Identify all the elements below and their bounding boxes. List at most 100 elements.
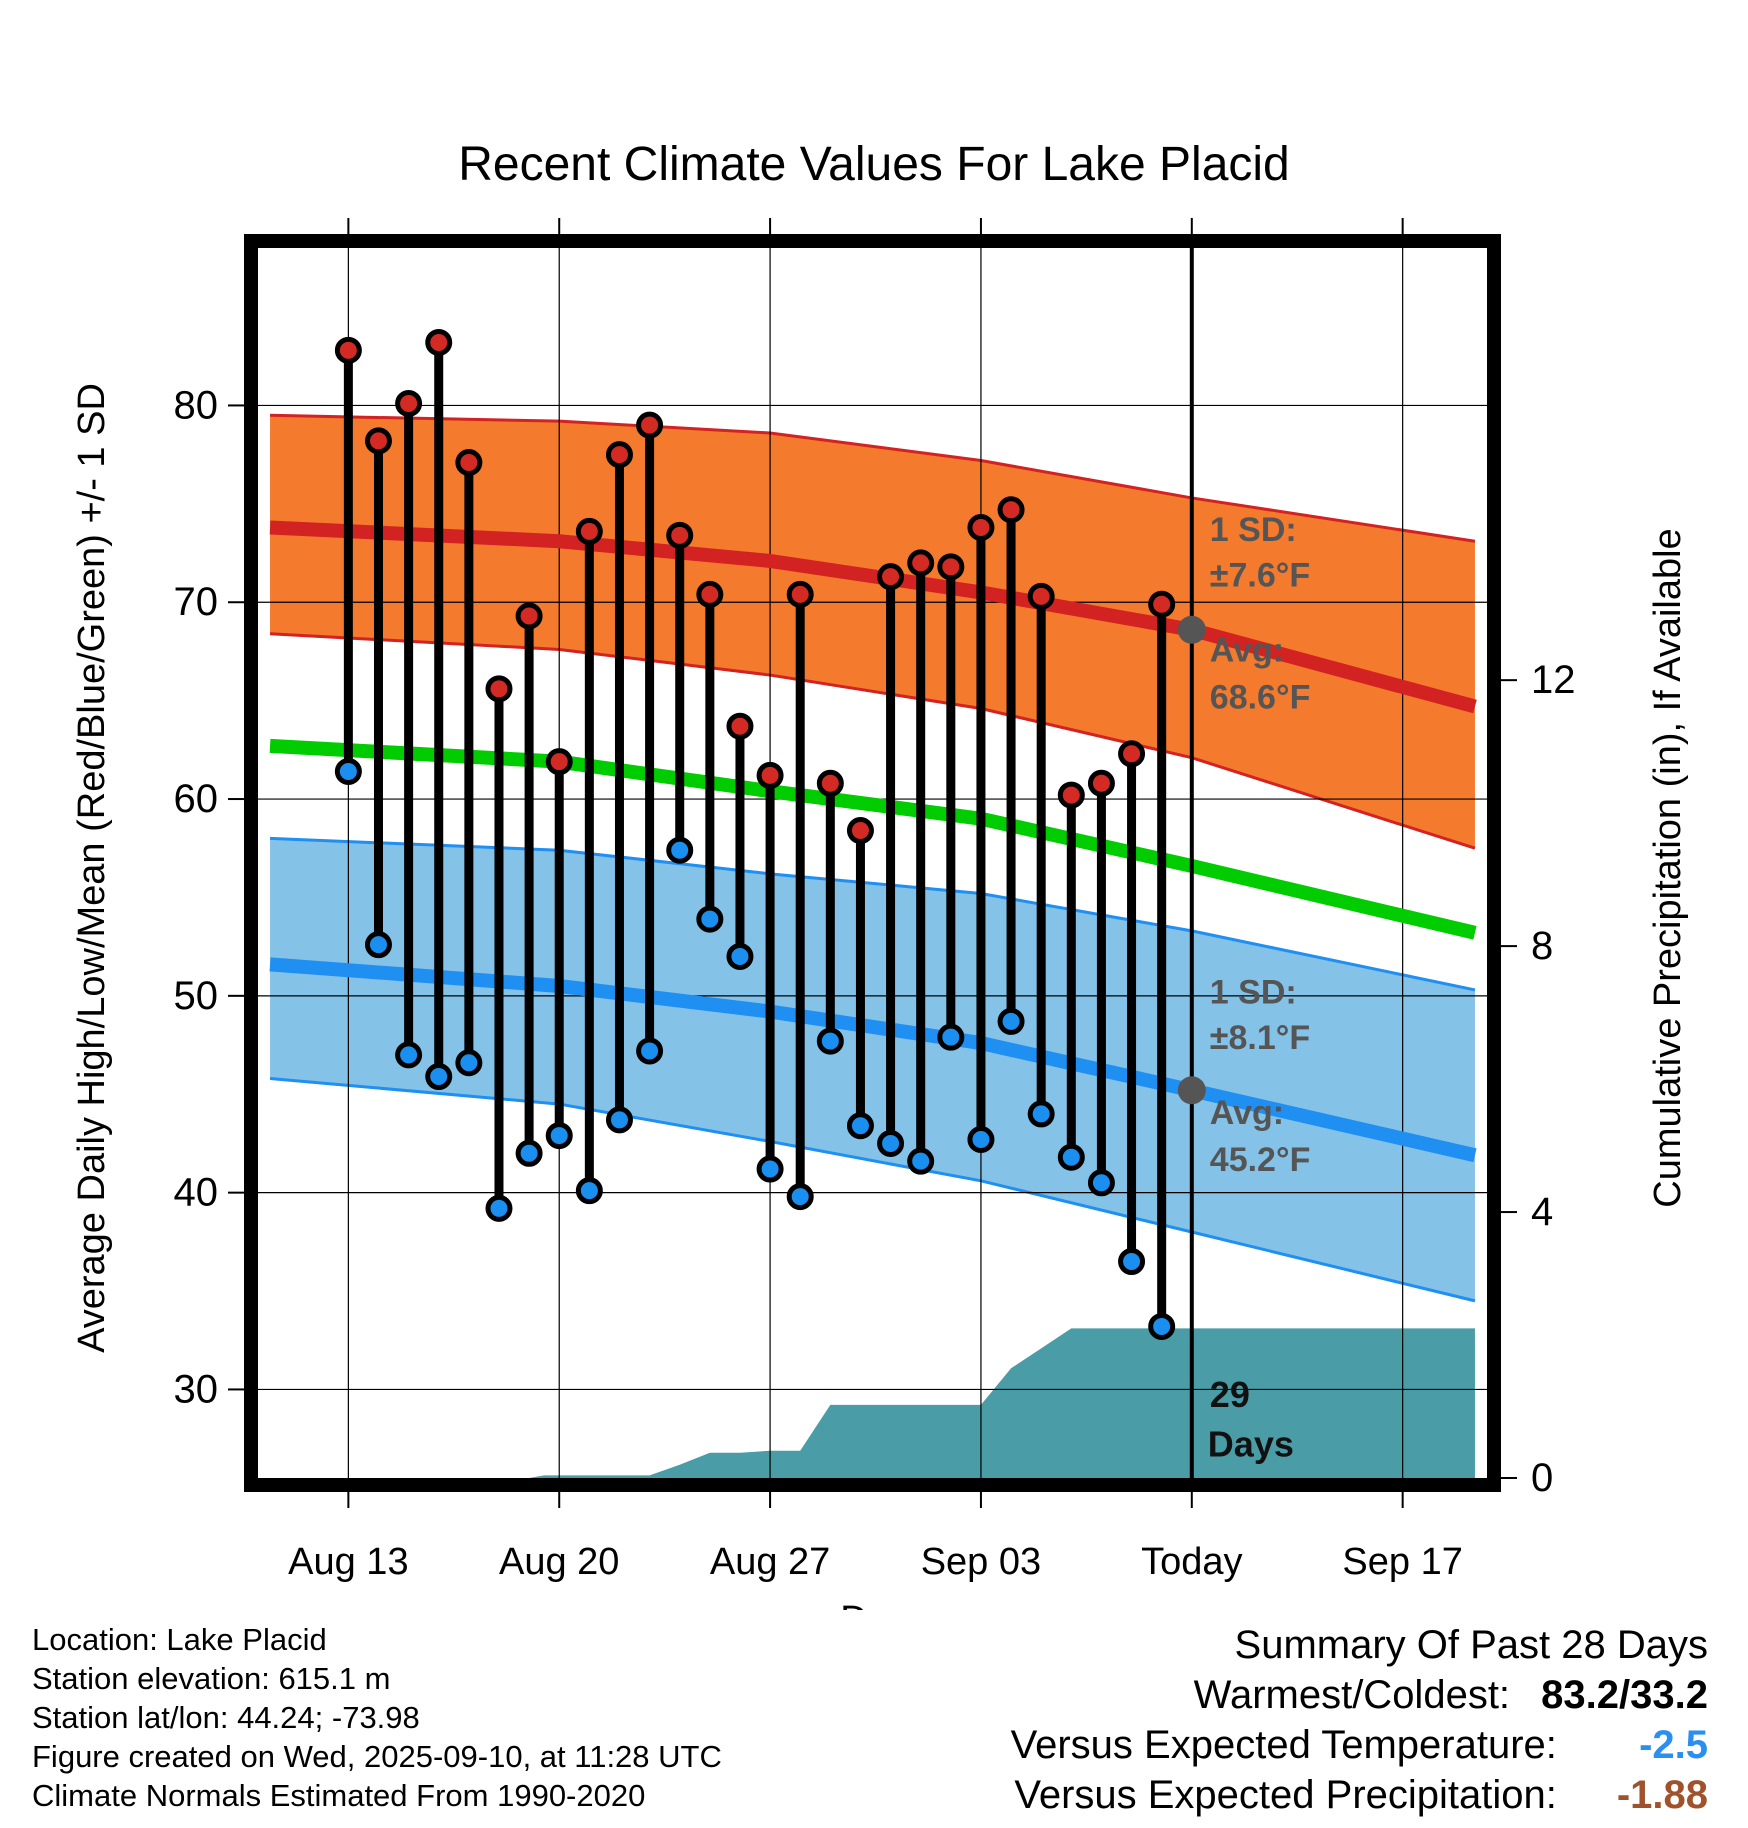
obs-low-point bbox=[726, 942, 754, 970]
y2-tick-label: 0 bbox=[1531, 1456, 1553, 1500]
obs-high-point bbox=[334, 336, 362, 364]
low-avg-label: Avg: bbox=[1210, 1094, 1284, 1132]
precipitation-area bbox=[270, 1328, 1475, 1478]
obs-low-point bbox=[485, 1194, 513, 1222]
high-sd-label: 1 SD: bbox=[1210, 511, 1297, 549]
y-axis-label: Average Daily High/Low/Mean (Red/Blue/Gr… bbox=[71, 383, 113, 1353]
obs-high-point bbox=[997, 496, 1025, 524]
warmest-coldest-label: Warmest/Coldest: bbox=[1193, 1673, 1511, 1717]
obs-low-point bbox=[334, 757, 362, 785]
summary-title: Summary Of Past 28 Days bbox=[1234, 1623, 1708, 1667]
normal-high-sd-band bbox=[270, 415, 1475, 849]
obs-high-point bbox=[1057, 781, 1085, 809]
x-tick-label: Aug 20 bbox=[499, 1541, 619, 1583]
obs-high-point bbox=[575, 517, 603, 545]
obs-high-point bbox=[816, 769, 844, 797]
today-low-avg-marker bbox=[1177, 1076, 1206, 1105]
normal-low-lower-line bbox=[269, 1077, 1476, 1303]
obs-low-point bbox=[575, 1177, 603, 1205]
x-tick-label: Aug 13 bbox=[288, 1541, 408, 1583]
high-avg-label: Avg: bbox=[1210, 631, 1284, 669]
x-tick-label: Sep 17 bbox=[1342, 1541, 1462, 1583]
station-elevation: Station elevation: 615.1 m bbox=[32, 1661, 391, 1696]
obs-low-point bbox=[1148, 1312, 1176, 1340]
obs-low-point bbox=[816, 1027, 844, 1055]
y-tick-label: 30 bbox=[174, 1367, 219, 1411]
obs-low-point bbox=[1087, 1169, 1115, 1197]
obs-low-point bbox=[997, 1007, 1025, 1035]
x-axis-label: Day bbox=[840, 1599, 908, 1610]
obs-high-point bbox=[515, 602, 543, 630]
obs-high-point bbox=[1148, 590, 1176, 618]
obs-high-point bbox=[1027, 582, 1055, 610]
obs-high-point bbox=[907, 549, 935, 577]
y2-tick-label: 8 bbox=[1531, 924, 1553, 968]
y-tick-label: 50 bbox=[174, 974, 219, 1018]
obs-high-point bbox=[937, 553, 965, 581]
obs-low-point bbox=[937, 1023, 965, 1051]
obs-high-point bbox=[605, 441, 633, 469]
obs-high-point bbox=[1087, 769, 1115, 797]
summary-precipitation: Versus Expected Precipitation: -1.88 bbox=[1011, 1770, 1708, 1820]
precipitation-label: Versus Expected Precipitation: bbox=[1014, 1773, 1557, 1817]
obs-high-point bbox=[967, 513, 995, 541]
obs-low-point bbox=[877, 1129, 905, 1157]
obs-high-point bbox=[846, 817, 874, 845]
obs-high-point bbox=[756, 761, 784, 789]
chart-title: Recent Climate Values For Lake Placid bbox=[458, 138, 1290, 191]
obs-high-point bbox=[726, 712, 754, 740]
figure-created: Figure created on Wed, 2025-09-10, at 11… bbox=[32, 1739, 722, 1774]
days-count: 29 bbox=[1210, 1374, 1250, 1415]
low-sd-value: ±8.1°F bbox=[1210, 1019, 1310, 1057]
y-tick-label: 60 bbox=[174, 777, 219, 821]
obs-low-point bbox=[666, 836, 694, 864]
obs-low-point bbox=[425, 1063, 453, 1091]
obs-high-point bbox=[545, 748, 573, 776]
obs-high-point bbox=[1118, 740, 1146, 768]
low-sd-label: 1 SD: bbox=[1210, 974, 1297, 1012]
obs-low-point bbox=[364, 931, 392, 959]
obs-low-point bbox=[967, 1126, 995, 1154]
obs-low-point bbox=[907, 1147, 935, 1175]
obs-low-point bbox=[696, 905, 724, 933]
normal-low-upper-line bbox=[269, 836, 1476, 992]
temperature-value: -2.5 bbox=[1639, 1723, 1708, 1767]
normal-mean-line bbox=[269, 738, 1477, 940]
high-avg-value: 68.6°F bbox=[1210, 679, 1311, 717]
normal-low-mean-line bbox=[269, 957, 1477, 1163]
x-tick-label: Today bbox=[1141, 1541, 1242, 1583]
obs-low-point bbox=[1118, 1248, 1146, 1276]
low-avg-value: 45.2°F bbox=[1210, 1141, 1311, 1179]
obs-low-point bbox=[846, 1112, 874, 1140]
obs-low-point bbox=[1027, 1100, 1055, 1128]
climate-chart: Recent Climate Values For Lake Placid 1 … bbox=[71, 138, 1689, 1610]
obs-high-point bbox=[485, 675, 513, 703]
obs-high-point bbox=[364, 427, 392, 455]
obs-low-point bbox=[1057, 1143, 1085, 1171]
plot-frame bbox=[244, 234, 1501, 1492]
y-tick-label: 40 bbox=[174, 1171, 219, 1215]
x-tick-label: Sep 03 bbox=[921, 1541, 1041, 1583]
today-high-avg-marker bbox=[1177, 615, 1206, 644]
high-sd-value: ±7.6°F bbox=[1210, 556, 1310, 594]
normal-high-upper-line bbox=[270, 413, 1476, 543]
normal-high-mean-line bbox=[269, 520, 1477, 714]
y2-axis-label: Cumulative Precipitation (in), If Availa… bbox=[1647, 528, 1689, 1207]
normal-low-sd-band bbox=[270, 838, 1475, 1301]
station-location: Location: Lake Placid bbox=[32, 1622, 327, 1657]
obs-low-point bbox=[605, 1106, 633, 1134]
obs-high-point bbox=[425, 328, 453, 356]
x-tick-label: Aug 27 bbox=[710, 1541, 830, 1583]
summary-temperature: Versus Expected Temperature: -2.5 bbox=[1011, 1720, 1708, 1770]
obs-high-point bbox=[455, 449, 483, 477]
obs-high-point bbox=[877, 563, 905, 591]
precipitation-value: -1.88 bbox=[1616, 1773, 1708, 1817]
summary-panel: Summary Of Past 28 Days Warmest/Coldest:… bbox=[1011, 1620, 1708, 1820]
obs-low-point bbox=[395, 1041, 423, 1069]
warmest-coldest-value: 83.2/33.2 bbox=[1541, 1673, 1708, 1717]
obs-low-point bbox=[636, 1037, 664, 1065]
y-tick-label: 80 bbox=[174, 383, 219, 427]
summary-warmest-coldest: Warmest/Coldest: 83.2/33.2 bbox=[1011, 1670, 1708, 1720]
y2-tick-label: 4 bbox=[1531, 1190, 1553, 1234]
obs-low-point bbox=[515, 1139, 543, 1167]
